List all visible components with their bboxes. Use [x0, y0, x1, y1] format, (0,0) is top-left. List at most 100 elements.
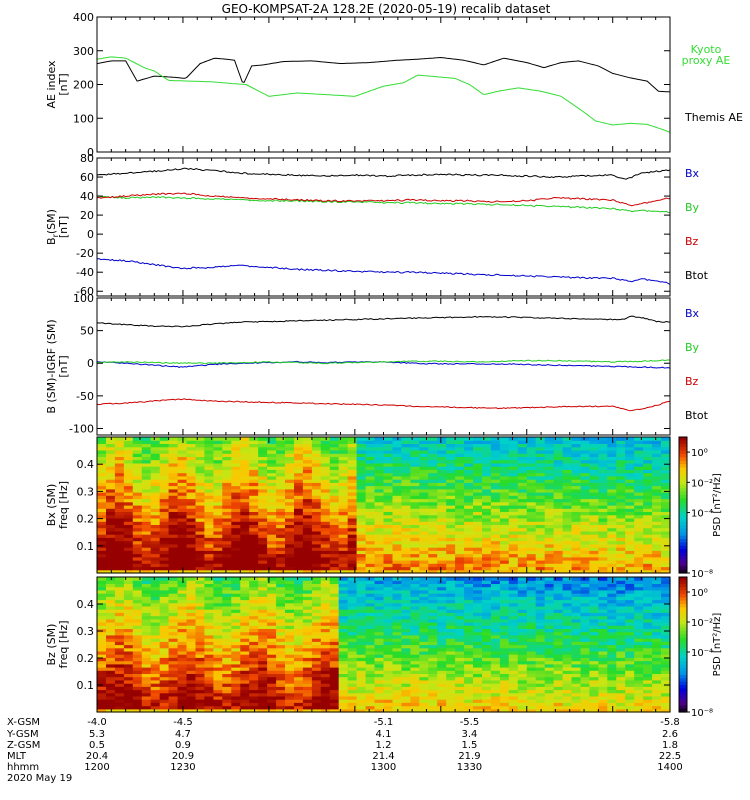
heatmap-cell	[526, 524, 537, 529]
legend-proxy-ae: proxy AE	[682, 54, 731, 67]
heatmap-cell	[213, 683, 223, 687]
heatmap-cell	[276, 569, 286, 574]
heatmap-cell	[419, 673, 429, 678]
heatmap-cell	[661, 456, 671, 461]
heatmap-cell	[132, 609, 143, 613]
heatmap-cell	[517, 492, 528, 496]
heatmap-cell	[589, 498, 599, 503]
heatmap-cell	[464, 625, 474, 629]
heatmap-cell	[294, 569, 304, 574]
heatmap-cell	[249, 527, 259, 532]
heatmap-cell	[213, 638, 223, 642]
heatmap-cell	[329, 524, 340, 529]
heatmap-cell	[446, 459, 456, 464]
heatmap-cell	[311, 641, 322, 646]
heatmap-cell	[302, 583, 313, 588]
heatmap-cell	[643, 492, 653, 496]
heatmap-cell	[365, 699, 376, 703]
heatmap-cell	[428, 514, 438, 519]
heatmap-cell	[365, 602, 376, 607]
heatmap-cell	[455, 634, 465, 639]
heatmap-cell	[356, 612, 367, 617]
heatmap-cell	[114, 596, 125, 601]
heatmap-cell	[607, 501, 617, 506]
heatmap-cell	[186, 705, 197, 710]
heatmap-cell	[634, 443, 644, 448]
heatmap-cell	[213, 605, 223, 610]
heatmap-cell	[410, 593, 420, 597]
heatmap-cell	[535, 553, 546, 558]
heatmap-cell	[186, 547, 197, 551]
heatmap-cell	[311, 453, 322, 457]
heatmap-cell	[526, 550, 537, 555]
heatmap-cell	[177, 566, 188, 571]
heatmap-cell	[634, 459, 644, 464]
heatmap-cell	[114, 475, 125, 480]
heatmap-cell	[634, 472, 644, 477]
heatmap-cell	[267, 540, 277, 545]
heatmap-cell	[625, 453, 635, 457]
heatmap-cell	[652, 534, 662, 538]
heatmap-cell	[195, 602, 206, 607]
heatmap-cell	[195, 521, 206, 525]
heatmap-cell	[132, 472, 143, 477]
heatmap-cell	[508, 466, 519, 470]
heatmap-cell	[114, 521, 125, 525]
heatmap-cell	[195, 708, 206, 713]
heatmap-cell	[419, 650, 429, 655]
heatmap-cell	[490, 501, 501, 506]
heatmap-cell	[643, 547, 653, 551]
heatmap-cell	[249, 612, 259, 617]
heatmap-cell	[473, 679, 483, 684]
heatmap-cell	[106, 593, 116, 597]
heatmap-cell	[392, 676, 403, 681]
heatmap-cell	[285, 560, 295, 564]
heatmap-cell	[177, 543, 188, 548]
heatmap-cell	[106, 456, 116, 461]
heatmap-cell	[276, 540, 286, 545]
heatmap-cell	[589, 495, 599, 500]
heatmap-cell	[114, 618, 125, 623]
heatmap-cell	[446, 679, 456, 684]
heatmap-cell	[123, 628, 134, 633]
heatmap-cell	[240, 437, 250, 441]
heatmap-cell	[204, 469, 214, 474]
heatmap-cell	[249, 556, 259, 561]
heatmap-cell	[482, 498, 492, 503]
heatmap-cell	[276, 609, 286, 613]
heatmap-cell	[204, 511, 214, 516]
heatmap-cell	[276, 602, 286, 607]
heatmap-cell	[294, 586, 304, 591]
heatmap-cell	[222, 505, 232, 509]
heatmap-cell	[267, 466, 277, 470]
heatmap-cell	[607, 553, 617, 558]
heatmap-cell	[428, 466, 438, 470]
heatmap-cell	[437, 450, 447, 454]
heatmap-cell	[311, 563, 322, 568]
heatmap-cell	[464, 501, 474, 506]
heatmap-cell	[473, 609, 483, 613]
heatmap-cell	[365, 492, 376, 496]
heatmap-cell	[97, 466, 107, 470]
heatmap-cell	[123, 638, 134, 642]
heatmap-cell	[258, 472, 268, 477]
heatmap-cell	[571, 505, 582, 509]
heatmap-cell	[598, 488, 608, 493]
heatmap-cell	[598, 556, 608, 561]
heatmap-cell	[616, 534, 626, 538]
heatmap-cell	[132, 440, 143, 444]
heatmap-cell	[204, 492, 214, 496]
heatmap-cell	[329, 508, 340, 512]
heatmap-cell	[562, 459, 573, 464]
heatmap-cell	[150, 479, 161, 483]
heatmap-cell	[294, 631, 304, 636]
heatmap-cell	[123, 462, 134, 467]
heatmap-cell	[329, 683, 340, 687]
heatmap-cell	[464, 615, 474, 620]
heatmap-cell	[392, 654, 403, 658]
heatmap-cell	[204, 612, 214, 617]
heatmap-cell	[106, 689, 116, 694]
heatmap-cell	[276, 580, 286, 584]
heatmap-cell	[168, 501, 179, 506]
heatmap-cell	[562, 543, 573, 548]
